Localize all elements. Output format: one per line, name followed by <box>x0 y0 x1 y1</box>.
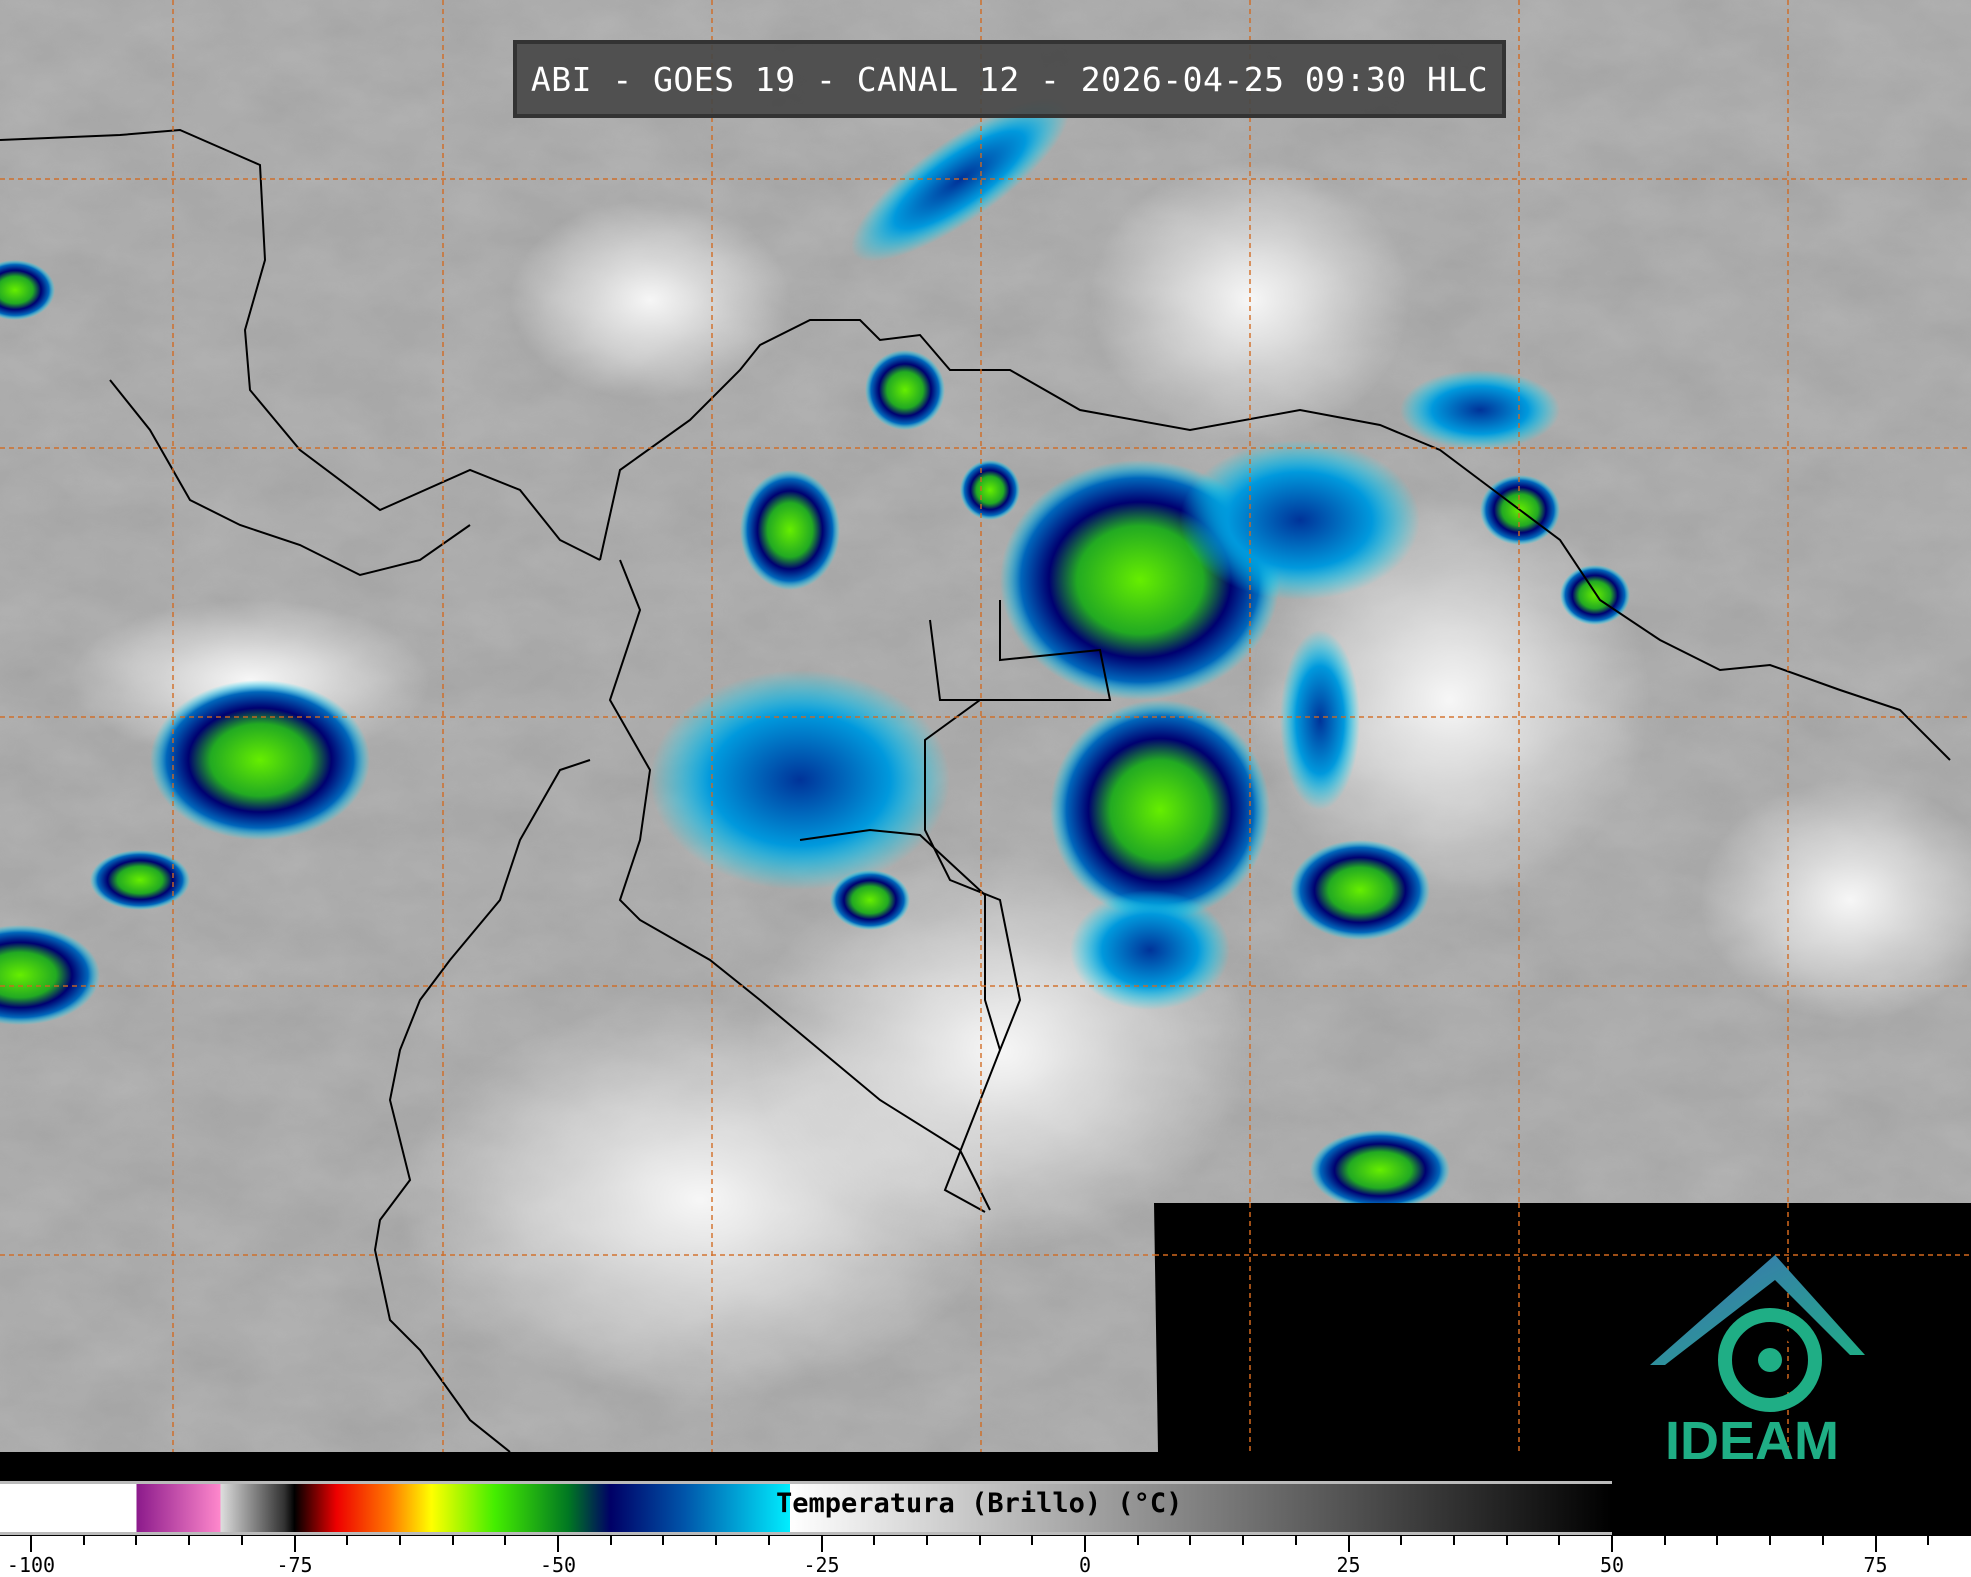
minor-tick <box>925 1536 928 1545</box>
convective-cells <box>0 98 1630 1210</box>
minor-tick <box>82 1536 85 1545</box>
minor-tick <box>1505 1536 1508 1545</box>
minor-tick <box>1294 1536 1297 1545</box>
minor-tick <box>451 1536 454 1545</box>
major-tick <box>1347 1536 1350 1552</box>
tick-label: 25 <box>1336 1553 1361 1577</box>
minor-tick <box>1189 1536 1192 1545</box>
colorbar-axis: -100 -75 -50 -25 0 25 50 75 <box>0 1536 1971 1577</box>
tick-label: -25 <box>803 1553 840 1577</box>
minor-tick <box>662 1536 665 1545</box>
major-tick <box>1611 1536 1613 1552</box>
image-title: ABI - GOES 19 - CANAL 12 - 2026-04-25 09… <box>513 40 1506 118</box>
major-tick <box>820 1536 823 1552</box>
major-tick <box>293 1536 296 1552</box>
tick-label: 50 <box>1599 1553 1625 1577</box>
minor-tick <box>135 1536 138 1545</box>
colorbar-label: Temperatura (Brillo) (°C) <box>776 1488 1183 1519</box>
major-tick <box>30 1536 32 1552</box>
minor-tick <box>240 1536 243 1545</box>
minor-tick <box>1821 1536 1824 1545</box>
minor-tick <box>1769 1536 1772 1545</box>
coastlines-borders <box>0 128 1951 1452</box>
tick-label: -50 <box>539 1553 577 1577</box>
minor-tick <box>978 1536 981 1545</box>
tick-label: 0 <box>1078 1553 1092 1577</box>
satellite-map <box>0 0 1971 1452</box>
tick-label: -75 <box>276 1553 313 1577</box>
minor-tick <box>1136 1536 1139 1545</box>
tick-label: 75 <box>1863 1553 1888 1577</box>
minor-tick <box>398 1536 401 1545</box>
minor-tick <box>873 1536 876 1545</box>
major-tick <box>1084 1536 1086 1552</box>
minor-tick <box>767 1536 770 1545</box>
minor-tick <box>1242 1536 1245 1545</box>
minor-tick <box>504 1536 507 1545</box>
minor-tick <box>188 1536 191 1545</box>
minor-tick <box>1663 1536 1666 1545</box>
logo-text: IDEAM <box>1665 1411 1839 1471</box>
minor-tick <box>1558 1536 1561 1545</box>
minor-tick <box>1716 1536 1719 1545</box>
major-tick <box>557 1536 559 1552</box>
minor-tick <box>1452 1536 1455 1545</box>
minor-tick <box>346 1536 349 1545</box>
ideam-logo-icon <box>1650 1255 1865 1412</box>
minor-tick <box>715 1536 718 1545</box>
minor-tick <box>1927 1536 1930 1545</box>
major-tick <box>1874 1536 1877 1552</box>
tick-label: -100 <box>6 1553 56 1577</box>
colorbar <box>0 1481 1612 1535</box>
minor-tick <box>1031 1536 1034 1545</box>
minor-tick <box>609 1536 612 1545</box>
minor-tick <box>1400 1536 1403 1545</box>
